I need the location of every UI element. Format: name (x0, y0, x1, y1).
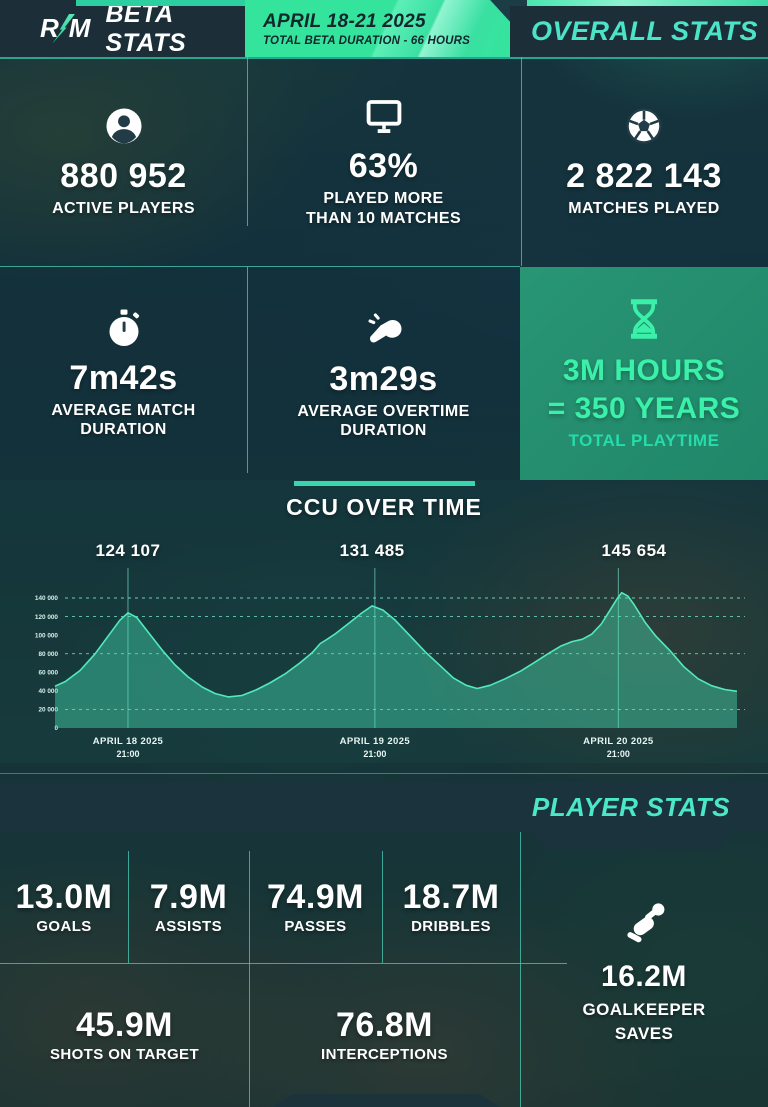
divider (247, 267, 248, 473)
stat-value: 74.9M (267, 878, 364, 916)
overall-stats-grid: 880 952 ACTIVE PLAYERS 63% PLAYED MORE T… (0, 57, 768, 480)
footer-tab (272, 1094, 500, 1107)
svg-text:0: 0 (54, 725, 58, 732)
stat-cell-goalkeeper-saves: 16.2M GOALKEEPER SAVES (520, 843, 768, 1099)
svg-text:100 000: 100 000 (35, 632, 59, 639)
stat-cell-played-more: 63% PLAYED MORE THAN 10 MATCHES (247, 57, 520, 266)
soccer-ball-icon (626, 108, 662, 144)
header-accent-strip (76, 0, 246, 6)
stat-label: AVERAGE MATCH DURATION (51, 401, 196, 438)
overall-stats-title: OVERALL STATS (530, 16, 758, 46)
stat-value: 18.7M (402, 878, 500, 916)
header-underline (0, 57, 768, 59)
stat-cell-matches-played: 2 822 143 MATCHES PLAYED (520, 57, 768, 266)
stat-label: AVERAGE OVERTIME DURATION (297, 402, 470, 439)
divider (520, 832, 521, 1107)
stat-value: 45.9M (76, 1006, 173, 1044)
stat-cell-avg-match-duration: 7m42s AVERAGE MATCH DURATION (0, 266, 247, 480)
divider (382, 851, 383, 963)
stat-value: 63% (348, 147, 419, 186)
svg-text:120 000: 120 000 (35, 614, 59, 621)
divider (0, 266, 520, 267)
divider (247, 57, 248, 226)
beta-date-range: APRIL 18-21 2025 (263, 10, 426, 32)
ccu-area-chart: 0 20 000 40 000 60 000 80 000 100 000 120 000 1… (35, 568, 745, 732)
stat-cell-goals: 13.0M GOALS (0, 851, 128, 963)
peak-label-2: 131 485 (339, 541, 405, 560)
stat-label: SHOTS ON TARGET (49, 1046, 200, 1063)
stat-value: 16.2M (601, 960, 687, 994)
player-stats-grid: 13.0M GOALS 7.9M ASSISTS 74.9M PASSES 18… (0, 851, 768, 1107)
x-axis-tick-1: APRIL 18 2025 21:00 (92, 736, 164, 759)
stat-cell-passes: 74.9M PASSES (249, 851, 382, 963)
svg-text:40 000: 40 000 (38, 688, 58, 695)
player-stats-title: PLAYER STATS (531, 791, 730, 822)
stat-value: 2 822 143 (566, 156, 722, 195)
stat-label: PASSES (284, 918, 347, 935)
stat-label: DRIBBLES (411, 918, 491, 935)
stat-value: 3m29s (329, 359, 438, 398)
x-axis-tick-2: APRIL 19 2025 21:00 (339, 736, 411, 759)
stopwatch-icon (108, 309, 139, 346)
divider (249, 851, 250, 1107)
peak-label-3: 145 654 (601, 541, 667, 560)
header-right-panel: OVERALL STATS (510, 6, 768, 57)
stat-label: ASSISTS (155, 918, 222, 935)
whistle-icon (368, 313, 401, 343)
beta-stats-title: BETA STATS (105, 0, 187, 57)
stat-label: MATCHES PLAYED (568, 199, 720, 217)
rm-logo: R M (40, 13, 91, 44)
svg-text:140 000: 140 000 (35, 595, 59, 602)
beta-date-banner: APRIL 18-21 2025 TOTAL BETA DURATION - 6… (245, 0, 510, 57)
chart-title-accent-bar (294, 481, 475, 486)
stat-value: 13.0M (15, 878, 113, 916)
divider (128, 851, 129, 963)
player-stats-header: PLAYER STATS (0, 782, 768, 832)
stat-cell-shots-on-target: 45.9M SHOTS ON TARGET (0, 963, 249, 1107)
svg-text:60 000: 60 000 (38, 669, 58, 676)
stat-value: 7m42s (69, 358, 178, 397)
player-stats-header-tab (532, 832, 733, 850)
stat-label: GOALKEEPER SAVES (582, 1000, 706, 1043)
stat-cell-active-players: 880 952 ACTIVE PLAYERS (0, 57, 247, 266)
stat-cell-total-playtime: 3M HOURS = 350 YEARS TOTAL PLAYTIME (520, 267, 768, 480)
monitor-icon (366, 100, 401, 134)
stat-cell-interceptions: 76.8M INTERCEPTIONS (249, 963, 520, 1107)
header-left-panel: R M BETA STATS (0, 0, 245, 57)
stat-value: 7.9M (149, 878, 228, 916)
stat-label: PLAYED MORE THAN 10 MATCHES (305, 190, 462, 227)
stat-label: INTERCEPTIONS (321, 1046, 448, 1063)
svg-text:80 000: 80 000 (38, 651, 58, 658)
stat-cell-dribbles: 18.7M DRIBBLES (382, 851, 520, 963)
goalkeeper-icon (627, 903, 665, 943)
stat-value: 76.8M (336, 1006, 433, 1044)
total-playtime-label: TOTAL PLAYTIME (568, 431, 720, 450)
header-corner-art (527, 0, 768, 7)
divider (521, 57, 522, 266)
stat-label: GOALS (36, 918, 92, 935)
player-icon (106, 108, 141, 144)
divider (0, 963, 567, 964)
chart-title: CCU OVER TIME (286, 494, 482, 520)
rm-logo-m: M (68, 13, 91, 43)
stat-label: ACTIVE PLAYERS (52, 199, 195, 217)
section-divider (0, 773, 768, 774)
total-playtime-value: 3M HOURS = 350 YEARS (547, 354, 741, 425)
x-axis-tick-3: APRIL 20 2025 21:00 (583, 736, 654, 759)
stat-cell-assists: 7.9M ASSISTS (128, 851, 249, 963)
hourglass-icon (630, 299, 658, 339)
svg-text:20 000: 20 000 (38, 707, 58, 714)
rm-logo-r: R (40, 13, 59, 43)
beta-duration: TOTAL BETA DURATION - 66 HOURS (263, 34, 471, 47)
stat-cell-avg-overtime-duration: 3m29s AVERAGE OVERTIME DURATION (247, 266, 520, 480)
peak-label-1: 124 107 (95, 541, 161, 560)
stat-value: 880 952 (60, 156, 187, 195)
